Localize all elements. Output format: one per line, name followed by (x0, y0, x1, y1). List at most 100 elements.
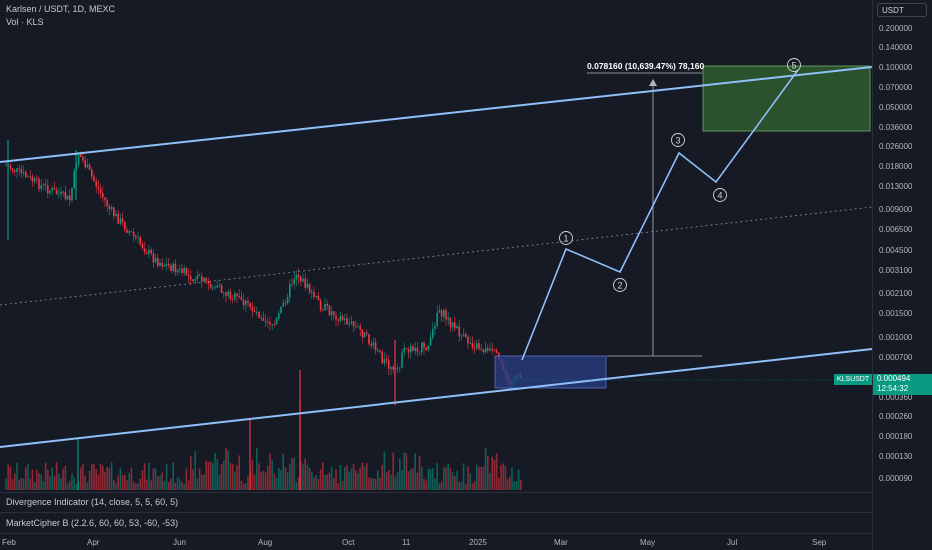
price-axis-label: 0.070000 (879, 83, 913, 92)
volume-bar (172, 462, 174, 490)
volume-bar (216, 458, 218, 490)
volume-bar (304, 458, 306, 490)
candle-body (245, 300, 247, 306)
pane-separator-1[interactable] (0, 492, 872, 493)
wave-label-3[interactable]: 3 (671, 133, 685, 147)
volume-bar (245, 483, 247, 490)
channel-lower-line[interactable] (0, 348, 873, 448)
volume-bar (256, 447, 258, 490)
candle-body (121, 218, 124, 223)
candle-body (392, 367, 394, 370)
volume-bar (161, 472, 163, 490)
volume-bar (260, 472, 262, 490)
volume-bar (405, 453, 408, 490)
volume-bar (264, 472, 267, 490)
candle-body (451, 322, 454, 328)
symbol-title[interactable]: Karlsen / USDT, 1D, MEXC (6, 4, 116, 14)
volume-bar (357, 473, 359, 490)
volume-bar (423, 478, 425, 490)
volume-bar (150, 480, 152, 490)
candle-body (370, 344, 372, 346)
volume-bar (425, 480, 427, 490)
current-price-tag: 0.000494 12:54:32 (873, 374, 932, 395)
volume-bar (187, 480, 190, 490)
volume-bar (31, 469, 34, 490)
candle-body (258, 312, 260, 318)
pane-separator-2[interactable] (0, 512, 872, 513)
marketcipher-indicator-label[interactable]: MarketCipher B (2.2.6, 60, 60, 53, -60, … (6, 518, 179, 528)
wave-label-4[interactable]: 4 (713, 188, 727, 202)
elliott-wave-path[interactable] (521, 69, 799, 361)
volume-bar (328, 472, 331, 490)
candle-body (113, 207, 115, 216)
volume-bar (141, 470, 144, 490)
channel-midline[interactable] (0, 206, 873, 306)
volume-bars (5, 370, 522, 490)
channel-upper-line[interactable] (0, 66, 873, 163)
candle-body (269, 321, 271, 325)
candle-body (218, 285, 221, 287)
volume-bar (469, 473, 471, 490)
volume-bar (49, 476, 51, 490)
price-axis[interactable] (872, 0, 932, 550)
volume-bar (282, 453, 284, 490)
price-axis-label: 0.000090 (879, 474, 913, 483)
volume-bar (47, 469, 49, 490)
candle-body (223, 292, 225, 294)
candle-body (414, 347, 416, 351)
volume-bar (14, 473, 16, 490)
candle-body (110, 207, 113, 209)
candle-body (304, 278, 306, 288)
time-axis-label: Oct (342, 538, 355, 547)
candle-body (328, 305, 331, 316)
time-axis-label: May (640, 538, 656, 547)
candle-body (361, 329, 364, 338)
volume-bar (77, 481, 80, 490)
candle-body (300, 276, 302, 282)
candle-body (399, 367, 401, 369)
volume-bar (317, 478, 320, 490)
volume-bar (271, 459, 273, 490)
currency-button[interactable]: USDT (877, 3, 927, 17)
candle-body (348, 323, 350, 325)
volume-bar (513, 481, 515, 490)
entry-zone-box[interactable] (494, 355, 607, 389)
candle-body (64, 191, 67, 200)
wave-label-5[interactable]: 5 (787, 58, 801, 72)
volume-bar (313, 477, 315, 490)
volume-bar (106, 466, 108, 490)
volume-bar (130, 467, 133, 490)
volume-bar (377, 470, 379, 490)
volume-bar (407, 471, 410, 490)
candle-body (209, 283, 212, 288)
candle-body (117, 213, 119, 224)
volume-bar (220, 464, 223, 490)
wave-label-1[interactable]: 1 (559, 231, 573, 245)
volume-bar (319, 469, 322, 490)
volume-bar (192, 469, 194, 490)
wave-label-3-text: 3 (675, 136, 680, 146)
volume-bar (42, 481, 45, 490)
volume-bar (322, 462, 324, 490)
candle-body (99, 188, 102, 193)
volume-bar (185, 468, 188, 490)
candle-body (253, 310, 256, 313)
candle-body (476, 343, 478, 349)
candle-body (339, 316, 342, 321)
volume-bar (480, 466, 482, 490)
price-axis-label: 0.004500 (879, 246, 913, 255)
candle-body (194, 279, 196, 282)
candle-body (201, 276, 203, 282)
volume-label[interactable]: Vol · KLS (6, 17, 44, 27)
candle-body (165, 263, 168, 266)
candle-body (372, 342, 375, 346)
volume-bar (403, 452, 405, 490)
volume-bar (247, 476, 249, 490)
divergence-indicator-label[interactable]: Divergence Indicator (14, close, 5, 5, 6… (6, 497, 179, 507)
volume-bar (240, 480, 243, 490)
volume-bar (71, 473, 73, 490)
volume-bar (346, 465, 348, 490)
candle-body (80, 154, 82, 157)
wave-label-2[interactable]: 2 (613, 278, 627, 292)
